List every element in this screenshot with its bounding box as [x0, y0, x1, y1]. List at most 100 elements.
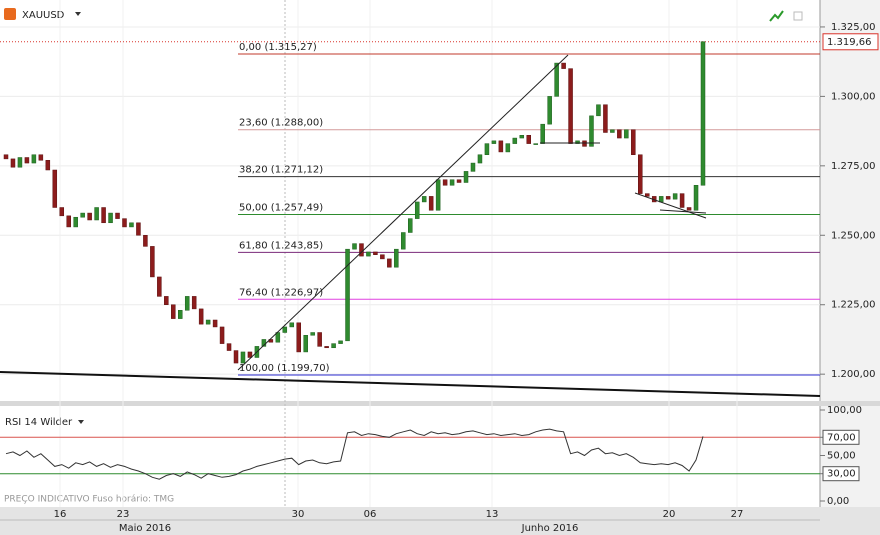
candle-body — [505, 143, 511, 153]
candle-body — [387, 258, 392, 268]
candle-body — [282, 326, 288, 333]
fib-label: 100,00 (1.199,70) — [239, 363, 330, 374]
rsi-line — [5, 428, 704, 480]
candle-body — [484, 143, 490, 155]
candle-body — [324, 346, 329, 349]
candle-body — [122, 218, 127, 228]
candle-body — [289, 322, 295, 328]
candle-body — [191, 296, 197, 310]
candle-body — [582, 140, 587, 147]
candle-body — [547, 96, 552, 125]
candle-body — [171, 304, 176, 319]
fib-label: 50,00 (1.257,49) — [239, 202, 323, 213]
candle-body — [240, 351, 246, 364]
footer-note: PREÇO INDICATIVO Fuso horário: TMG — [4, 495, 174, 505]
candle-body — [526, 135, 531, 144]
y-tick-label: 70,00 — [827, 432, 856, 443]
x-tick-label: 20 — [663, 509, 676, 520]
candle-body — [247, 351, 253, 358]
candle-body — [87, 212, 92, 221]
candle-body — [164, 296, 169, 305]
candle-body — [150, 246, 155, 278]
candle-body — [366, 251, 371, 257]
x-tick-label: 13 — [486, 509, 499, 520]
candle-body — [59, 207, 65, 217]
y-tick-label: 1.300,00 — [831, 91, 876, 102]
candle-body — [575, 140, 580, 144]
candle-body — [498, 140, 504, 153]
candle-body — [380, 254, 385, 260]
candle-body — [205, 319, 211, 325]
symbol-icon — [4, 8, 16, 20]
candle-body — [596, 104, 601, 117]
rsi-title[interactable]: RSI 14 Wilder — [5, 417, 73, 428]
level-box — [822, 466, 860, 482]
candle-body — [519, 135, 525, 139]
candle-body — [352, 243, 357, 250]
candle-body — [624, 129, 629, 139]
last-price-box — [822, 33, 879, 51]
x-tick-label: 23 — [117, 509, 130, 520]
y-tick-label: 1.200,00 — [831, 369, 876, 380]
trend-line — [634, 192, 707, 219]
time-axis-bg — [0, 507, 880, 535]
candle-body — [66, 215, 71, 228]
candle-body — [665, 196, 671, 200]
y-tick-label: 1.325,00 — [831, 22, 876, 33]
x-tick-label: 06 — [364, 509, 377, 520]
x-tick-label: 30 — [292, 509, 305, 520]
candle-body — [359, 243, 364, 257]
candle-body — [672, 193, 678, 200]
candle-body — [178, 310, 183, 319]
candle-body — [108, 212, 113, 224]
candle-body — [338, 340, 343, 344]
candle-body — [136, 222, 141, 236]
candle-body — [317, 332, 322, 347]
dropdown-arrow[interactable] — [78, 420, 84, 424]
y-tick-label: 0,00 — [827, 496, 849, 507]
candle-body — [52, 169, 58, 208]
y-tick-label: 1.225,00 — [831, 300, 876, 311]
y-tick-label: 1.250,00 — [831, 230, 876, 241]
month-label: Junho 2016 — [521, 523, 579, 534]
candle-body — [470, 162, 476, 172]
y-tick-label: 50,00 — [827, 450, 856, 461]
candle-body — [644, 193, 650, 197]
candle-body — [456, 179, 462, 183]
fib-label: 23,60 (1.288,00) — [239, 118, 323, 129]
candle-body — [303, 335, 308, 353]
candle-body — [463, 171, 469, 183]
candle-body — [554, 62, 559, 97]
candle-body — [310, 332, 315, 336]
candle-body — [331, 343, 336, 349]
trend-line — [0, 371, 821, 397]
fib-label: 76,40 (1.226,97) — [239, 287, 323, 298]
candle-body — [401, 232, 406, 250]
trend-icon[interactable] — [769, 10, 784, 22]
candle-body — [394, 248, 399, 268]
x-tick-label: 16 — [54, 509, 67, 520]
candle-body — [226, 343, 232, 351]
y-tick-label: 100,00 — [827, 405, 862, 416]
candle-body — [212, 319, 218, 328]
candle-body — [408, 218, 413, 233]
candle-body — [94, 207, 99, 221]
dropdown-arrow[interactable] — [75, 12, 81, 16]
y-tick-label: 1.275,00 — [831, 161, 876, 172]
candle-body — [617, 129, 622, 139]
panel-divider — [0, 401, 880, 406]
candle-body — [233, 350, 239, 364]
candle-body — [129, 222, 134, 228]
candle-body — [435, 179, 441, 211]
month-label: Maio 2016 — [119, 523, 171, 534]
candle-body — [589, 115, 594, 147]
fib-label: 0,00 (1.315,27) — [239, 42, 317, 53]
candle-body — [491, 140, 497, 144]
window-icon[interactable] — [793, 11, 803, 21]
candle-body — [414, 201, 420, 219]
symbol-title[interactable]: XAUUSD — [22, 10, 65, 21]
candle-body — [631, 129, 636, 155]
candle-body — [80, 212, 85, 218]
